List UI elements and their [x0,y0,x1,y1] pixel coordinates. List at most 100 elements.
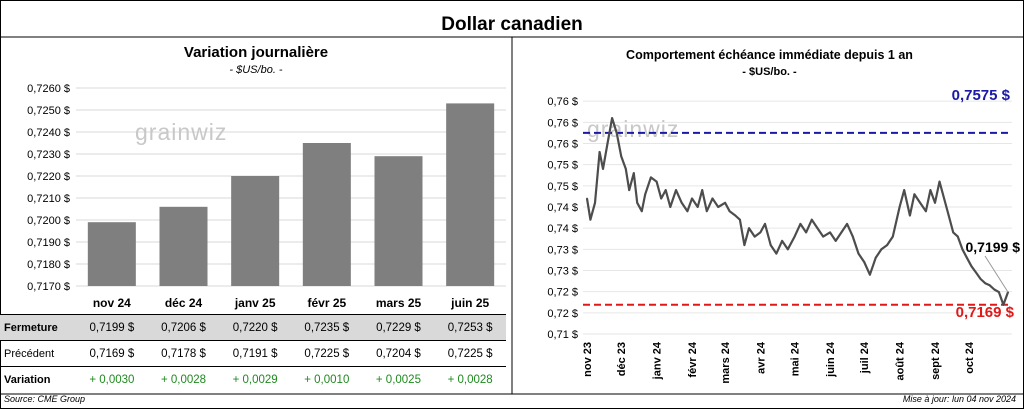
series-point [728,210,731,213]
series-point [753,235,756,238]
series-point [786,248,789,251]
series-point [988,284,991,287]
series-point [675,189,677,191]
series-point [834,239,837,242]
series-point [903,189,906,191]
series-point [701,189,704,191]
table-cell: + 0,0028 [147,366,220,393]
series-point [748,227,750,230]
source-note: Source: CME Group [4,394,86,404]
bar-y-tick-label: 0,7200 $ [27,215,70,227]
line-y-tick-label: 0,73 $ [547,266,578,278]
line-x-tick-label: févr 24 [687,341,699,377]
series-point [598,151,601,153]
line-x-tick-label: mars 24 [720,341,732,383]
line-chart-title: Comportement échéance immédiate depuis 1… [626,48,913,62]
bar [302,143,351,286]
bar-y-tick-label: 0,7170 $ [27,281,70,293]
table-cell: + 0,0030 [76,366,148,393]
series-point [956,235,959,238]
line-x-tick-label: juil 24 [859,341,871,374]
bar-y-tick-label: 0,7260 $ [27,83,70,95]
series-point [686,210,689,213]
table-cell: 0,7235 $ [290,314,363,341]
table-cell: + 0,0028 [434,366,506,393]
series-point [952,231,955,234]
last-value-label: 0,7199 $ [966,239,1021,255]
bar-y-tick-label: 0,7240 $ [27,127,70,139]
line-x-tick-label: avr 24 [755,341,767,374]
series-point [602,168,604,170]
line-x-tick-label: juin 24 [825,341,837,378]
line-y-tick-label: 0,76 $ [547,96,578,108]
table-cell: 0,7191 $ [232,347,278,360]
series-point [938,180,941,183]
series-point [775,252,778,255]
row-label: Variation [0,366,77,393]
series-point [997,291,1000,293]
series-point [805,231,807,234]
series-point [759,231,762,234]
series-point [655,180,658,183]
series-point [644,193,647,196]
table-cell: + 0,0029 [219,366,291,393]
series-point [640,210,643,213]
line-x-tick-label: nov 23 [582,342,594,377]
bar [374,156,423,286]
table-cell: 0,7169 $ [89,347,135,360]
line-y-tick-label: 0,72 $ [547,287,578,299]
series-point [857,252,860,255]
line-y-tick-label: 0,75 $ [547,181,578,193]
bar-x-tick-label: déc 24 [165,296,203,310]
series-point [664,189,667,191]
table-cell: 0,7229 $ [362,314,435,341]
series-point [606,142,609,145]
bar [231,176,280,286]
bar [446,103,495,287]
table-cell: + 0,0010 [290,366,363,393]
table-row-previous: Précédent 0,7169 $ 0,7178 $ 0,7191 $ 0,7… [0,341,506,367]
series-point [711,197,714,200]
series-point [810,218,813,221]
line-y-tick-label: 0,74 $ [547,202,578,214]
series-point [975,271,977,274]
watermark-logo: grainwiz [587,116,679,142]
series-point [869,273,871,276]
watermark-logo: grainwiz [135,119,227,145]
line-x-tick-label: déc 23 [616,342,628,376]
series-line [585,116,1010,306]
series-point [743,244,746,247]
table-row-close: Fermeture 0,7199 $ 0,7206 $ 0,7220 $ 0,7… [0,314,506,341]
line-y-tick-label: 0,72 $ [547,308,578,320]
table-cell: 0,7225 $ [304,347,350,360]
series-point [615,132,618,134]
table-cell: 0,7206 $ [147,314,220,341]
table-cell: 0,7220 $ [219,314,291,341]
line-x-tick-label: oct 24 [964,341,976,374]
series-point [669,206,672,208]
bar-y-tick-label: 0,7190 $ [27,237,70,249]
series-point [943,197,946,200]
line-y-tick-label: 0,76 $ [547,139,578,151]
series-point [628,189,631,191]
series-point [908,214,911,217]
table-cell: 0,7253 $ [434,314,506,341]
row-label: Précédent [4,347,55,360]
series-point [769,244,772,247]
series-point [793,235,796,238]
table-cell: 0,7204 $ [376,347,421,360]
bar [87,222,136,286]
bar-chart-subtitle: - $US/bo. - [229,64,283,76]
bar [159,206,208,286]
bar-y-tick-label: 0,7230 $ [27,149,70,161]
bar-x-tick-label: mars 25 [376,296,422,310]
update-note: Mise à jour: lun 04 nov 2024 [902,394,1016,404]
series-point [934,201,936,204]
bar-y-tick-label: 0,7180 $ [27,259,70,271]
line-y-tick-label: 0,74 $ [547,223,578,235]
series-point [840,231,843,234]
table-cell: 0,7178 $ [161,347,206,360]
series-point [961,248,964,251]
series-point [929,189,932,191]
